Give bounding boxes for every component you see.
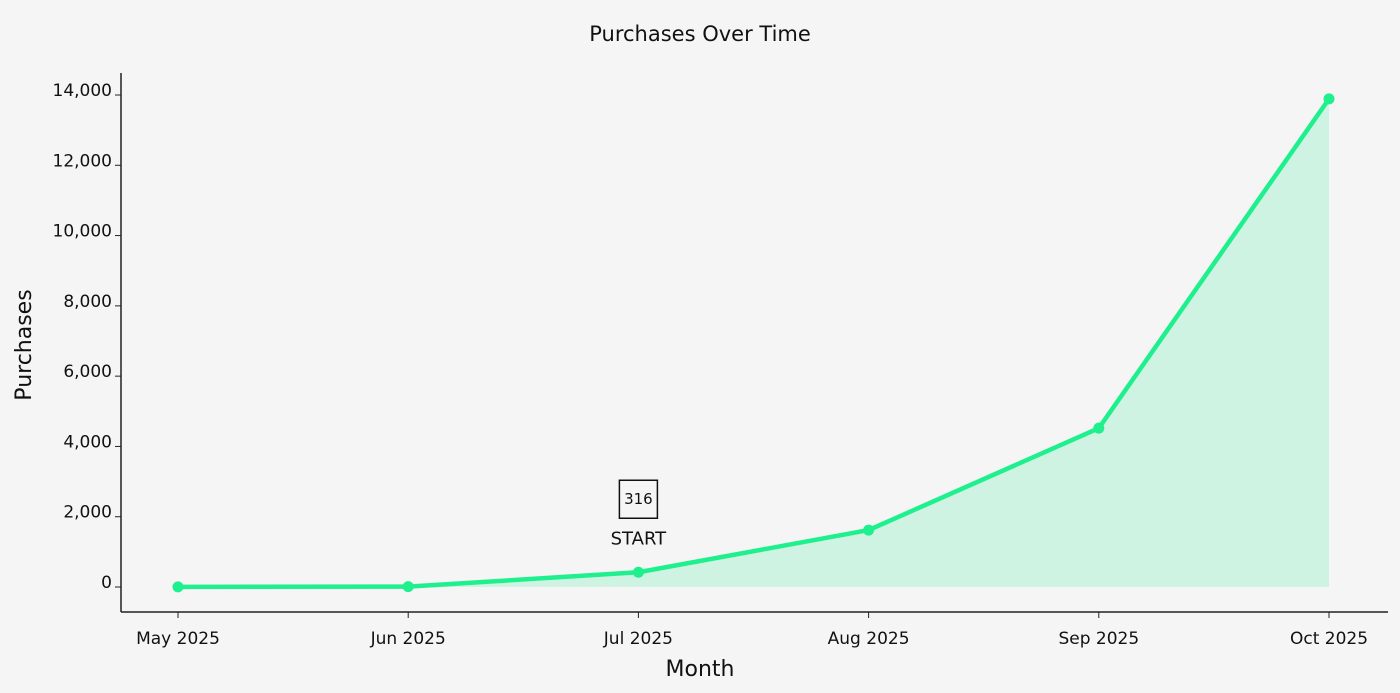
y-tick-label: 2,000: [63, 503, 112, 523]
line: [177, 97, 1331, 590]
x-tick-label: Aug 2025: [828, 629, 910, 649]
point: [1093, 422, 1105, 434]
chart-title: Purchases Over Time: [589, 22, 811, 46]
point: [1323, 93, 1335, 105]
point: [863, 524, 875, 536]
y-axis-title: Purchases: [12, 289, 37, 400]
x-tick-label: Sep 2025: [1058, 629, 1139, 649]
annotation-box-label: 316: [624, 490, 653, 508]
y-tick-label: 14,000: [53, 81, 112, 101]
x-tick-label: Jun 2025: [370, 629, 446, 649]
point: [632, 566, 644, 578]
y-tick-label: 6,000: [63, 362, 112, 382]
point: [172, 581, 184, 593]
y-tick-label: 10,000: [53, 222, 112, 242]
x-axis-title: Month: [666, 657, 735, 682]
annotation-text: START: [611, 528, 668, 549]
y-tick-label: 0: [101, 573, 112, 593]
y-tick-label: 12,000: [53, 151, 112, 171]
y-tick-label: 8,000: [63, 292, 112, 312]
x-tick-label: May 2025: [136, 629, 220, 649]
y-tick-label: 4,000: [63, 432, 112, 452]
x-tick-label: Jul 2025: [603, 629, 673, 649]
area: [178, 98, 1329, 588]
annotation-box: [618, 479, 659, 520]
point: [402, 581, 414, 593]
x-tick-label: Oct 2025: [1290, 629, 1368, 649]
